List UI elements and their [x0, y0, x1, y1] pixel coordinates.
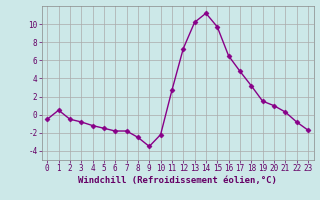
X-axis label: Windchill (Refroidissement éolien,°C): Windchill (Refroidissement éolien,°C) [78, 176, 277, 185]
